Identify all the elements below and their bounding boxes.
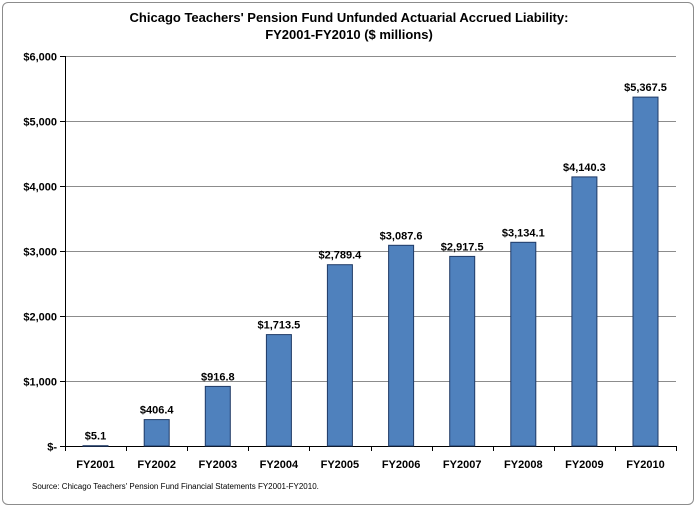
data-label: $2,917.5 bbox=[441, 241, 484, 253]
y-tick-label: $- bbox=[47, 442, 57, 454]
bar bbox=[143, 419, 170, 447]
x-tick-label: FY2010 bbox=[626, 459, 665, 471]
bar bbox=[388, 244, 415, 447]
bar bbox=[571, 176, 598, 447]
data-label: $406.4 bbox=[140, 405, 175, 417]
chart-title: Chicago Teachers' Pension Fund Unfunded … bbox=[129, 10, 569, 25]
x-tick-label: FY2001 bbox=[76, 459, 115, 471]
x-tick-label: FY2004 bbox=[260, 459, 299, 471]
x-tick-label: FY2008 bbox=[504, 459, 543, 471]
data-label: $3,134.1 bbox=[502, 227, 545, 239]
y-tick-label: $4,000 bbox=[23, 182, 57, 194]
data-label: $5.1 bbox=[85, 431, 106, 443]
x-tick-label: FY2002 bbox=[137, 459, 176, 471]
bar bbox=[632, 96, 659, 447]
source-note: Source: Chicago Teachers' Pension Fund F… bbox=[32, 482, 319, 491]
y-tick-label: $2,000 bbox=[23, 312, 57, 324]
data-label: $916.8 bbox=[201, 371, 235, 383]
bar bbox=[326, 264, 353, 447]
bar bbox=[204, 385, 231, 447]
bar bbox=[449, 255, 476, 447]
y-tick-label: $5,000 bbox=[23, 117, 57, 129]
x-tick-label: FY2006 bbox=[382, 459, 421, 471]
data-label: $3,087.6 bbox=[380, 230, 423, 242]
chart-subtitle: FY2001-FY2010 ($ millions) bbox=[265, 27, 433, 42]
data-label: $2,789.4 bbox=[318, 250, 362, 262]
data-label: $1,713.5 bbox=[257, 320, 300, 332]
x-tick-label: FY2007 bbox=[443, 459, 482, 471]
x-tick-label: FY2009 bbox=[565, 459, 604, 471]
x-tick-label: FY2005 bbox=[321, 459, 360, 471]
bar bbox=[510, 241, 537, 447]
bar bbox=[265, 334, 292, 447]
y-tick-label: $6,000 bbox=[23, 52, 57, 64]
data-label: $4,140.3 bbox=[563, 162, 606, 174]
x-tick-label: FY2003 bbox=[199, 459, 238, 471]
y-tick-label: $1,000 bbox=[23, 377, 57, 389]
data-label: $5,367.5 bbox=[624, 82, 667, 94]
bar bbox=[82, 445, 109, 447]
y-tick-label: $3,000 bbox=[23, 247, 57, 259]
